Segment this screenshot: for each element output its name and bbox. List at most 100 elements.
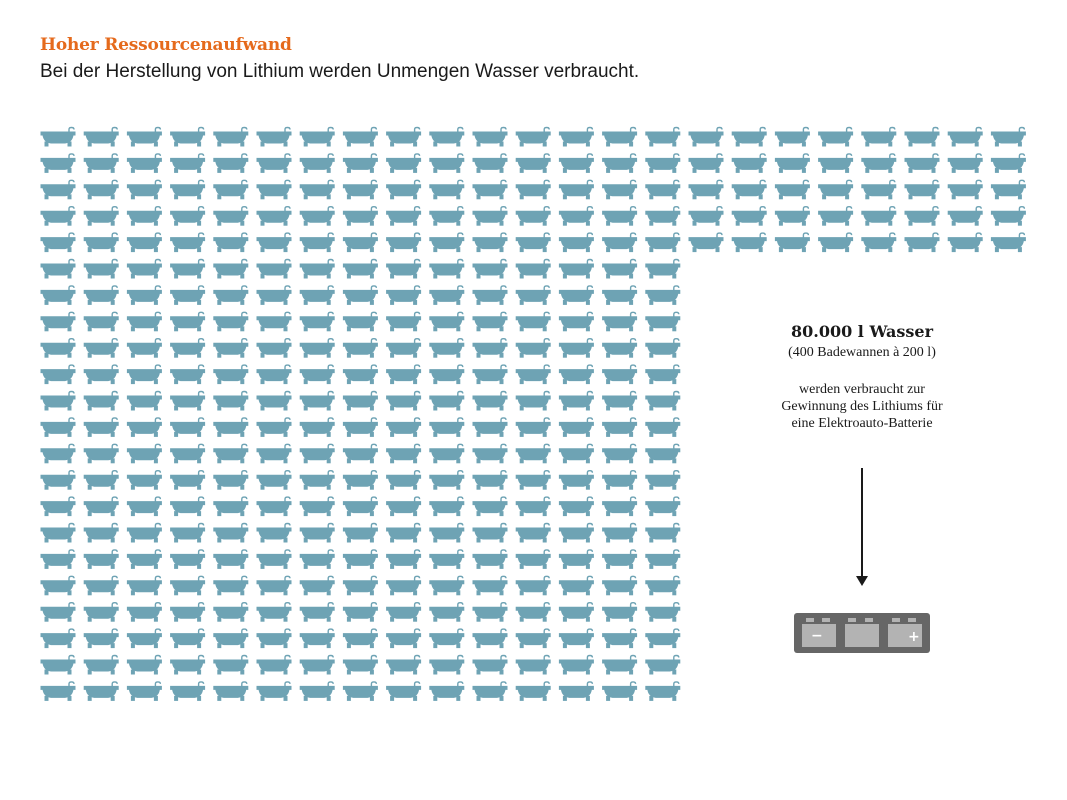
- bathtub-icon: [342, 258, 379, 279]
- bathtub-icon: [817, 179, 854, 200]
- bathtub-icon: [990, 205, 1027, 226]
- bathtub-icon: [472, 285, 508, 306]
- bathtub-icon: [83, 522, 119, 543]
- bathtub-icon: [817, 153, 854, 174]
- bathtub-icon: [385, 311, 422, 332]
- bathtub-icon: [40, 179, 76, 200]
- bathtub-icon: [83, 602, 119, 622]
- bathtub-icon: [169, 602, 206, 622]
- bathtub-icon: [40, 390, 76, 411]
- bathtub-icon: [472, 575, 508, 596]
- bathtub-icon: [515, 522, 551, 543]
- bathtub-icon: [256, 153, 292, 174]
- bathtub-icon: [169, 311, 206, 332]
- bathtub-icon: [558, 232, 595, 253]
- bathtub-icon: [213, 338, 249, 358]
- bathtub-icon: [126, 496, 163, 517]
- bathtub-icon: [299, 179, 335, 200]
- bathtub-icon: [256, 285, 292, 306]
- bathtub-icon: [213, 417, 249, 438]
- bathtub-icon: [817, 205, 854, 226]
- bathtub-icon: [904, 179, 940, 200]
- bathtub-icon: [601, 311, 638, 332]
- bathtub-icon: [213, 628, 249, 649]
- down-arrow-icon: [856, 468, 868, 586]
- bathtub-icon: [429, 285, 465, 306]
- bathtub-icon: [601, 443, 638, 464]
- bathtub-icon: [342, 549, 379, 570]
- bathtub-icon: [645, 602, 681, 622]
- bathtub-icon: [342, 153, 379, 174]
- bathtub-icon: [299, 153, 335, 174]
- bathtub-icon: [342, 575, 379, 596]
- bathtub-icon: [515, 602, 551, 622]
- bathtub-icon: [169, 205, 206, 226]
- bathtub-icon: [342, 232, 379, 253]
- bathtub-icon: [947, 205, 983, 226]
- bathtub-icon: [385, 417, 422, 438]
- bathtub-icon: [429, 549, 465, 570]
- bathtub-icon: [385, 153, 422, 174]
- bathtub-icon: [515, 681, 551, 702]
- bathtub-icon: [472, 654, 508, 675]
- bathtub-icon: [472, 205, 508, 226]
- bathtub-icon: [429, 258, 465, 279]
- bathtub-icon: [904, 126, 940, 147]
- bathtub-icon: [169, 681, 206, 702]
- bathtub-icon: [40, 285, 76, 306]
- bathtub-icon: [385, 390, 422, 411]
- bathtub-icon: [83, 179, 119, 200]
- bathtub-icon: [256, 575, 292, 596]
- bathtub-icon: [774, 205, 811, 226]
- bathtub-icon: [40, 496, 76, 517]
- bathtub-icon: [429, 681, 465, 702]
- bathtub-icon: [83, 549, 119, 570]
- bathtub-icon: [256, 205, 292, 226]
- bathtub-icon: [558, 602, 595, 622]
- bathtub-icon: [299, 602, 335, 622]
- bathtub-icon: [299, 338, 335, 358]
- bathtub-icon: [256, 602, 292, 622]
- bathtub-icon: [558, 470, 595, 490]
- bathtub-icon: [342, 390, 379, 411]
- bathtub-icon: [256, 338, 292, 358]
- bathtub-icon: [515, 654, 551, 675]
- bathtub-icon: [169, 443, 206, 464]
- bathtub-icon: [645, 232, 681, 253]
- bathtub-icon: [40, 470, 76, 490]
- bathtub-icon: [947, 232, 983, 253]
- bathtub-icon: [299, 232, 335, 253]
- bathtub-icon: [472, 258, 508, 279]
- bathtub-icon: [472, 443, 508, 464]
- bathtub-icon: [342, 443, 379, 464]
- bathtub-icon: [645, 258, 681, 279]
- bathtub-icon: [342, 681, 379, 702]
- bathtub-icon: [126, 681, 163, 702]
- bathtub-icon: [731, 153, 767, 174]
- bathtub-icon: [40, 522, 76, 543]
- bathtub-icon: [342, 602, 379, 622]
- bathtub-icon: [83, 390, 119, 411]
- bathtub-icon: [558, 628, 595, 649]
- bathtub-icon: [558, 285, 595, 306]
- bathtub-icon: [126, 470, 163, 490]
- bathtub-icon: [299, 443, 335, 464]
- bathtub-icon: [904, 232, 940, 253]
- bathtub-icon: [601, 417, 638, 438]
- bathtub-icon: [342, 311, 379, 332]
- bathtub-icon: [861, 232, 897, 253]
- bathtub-icon: [169, 575, 206, 596]
- bathtub-icon: [558, 179, 595, 200]
- bathtub-icon: [472, 628, 508, 649]
- bathtub-icon: [601, 628, 638, 649]
- bathtub-icon: [645, 311, 681, 332]
- bathtub-icon: [558, 258, 595, 279]
- bathtub-icon: [558, 338, 595, 358]
- battery-cell: [802, 624, 836, 647]
- bathtub-icon: [472, 126, 508, 147]
- bathtub-icon: [601, 232, 638, 253]
- bathtub-icon: [256, 470, 292, 490]
- bathtub-icon: [342, 470, 379, 490]
- bathtub-icon: [213, 205, 249, 226]
- bathtub-icon: [126, 205, 163, 226]
